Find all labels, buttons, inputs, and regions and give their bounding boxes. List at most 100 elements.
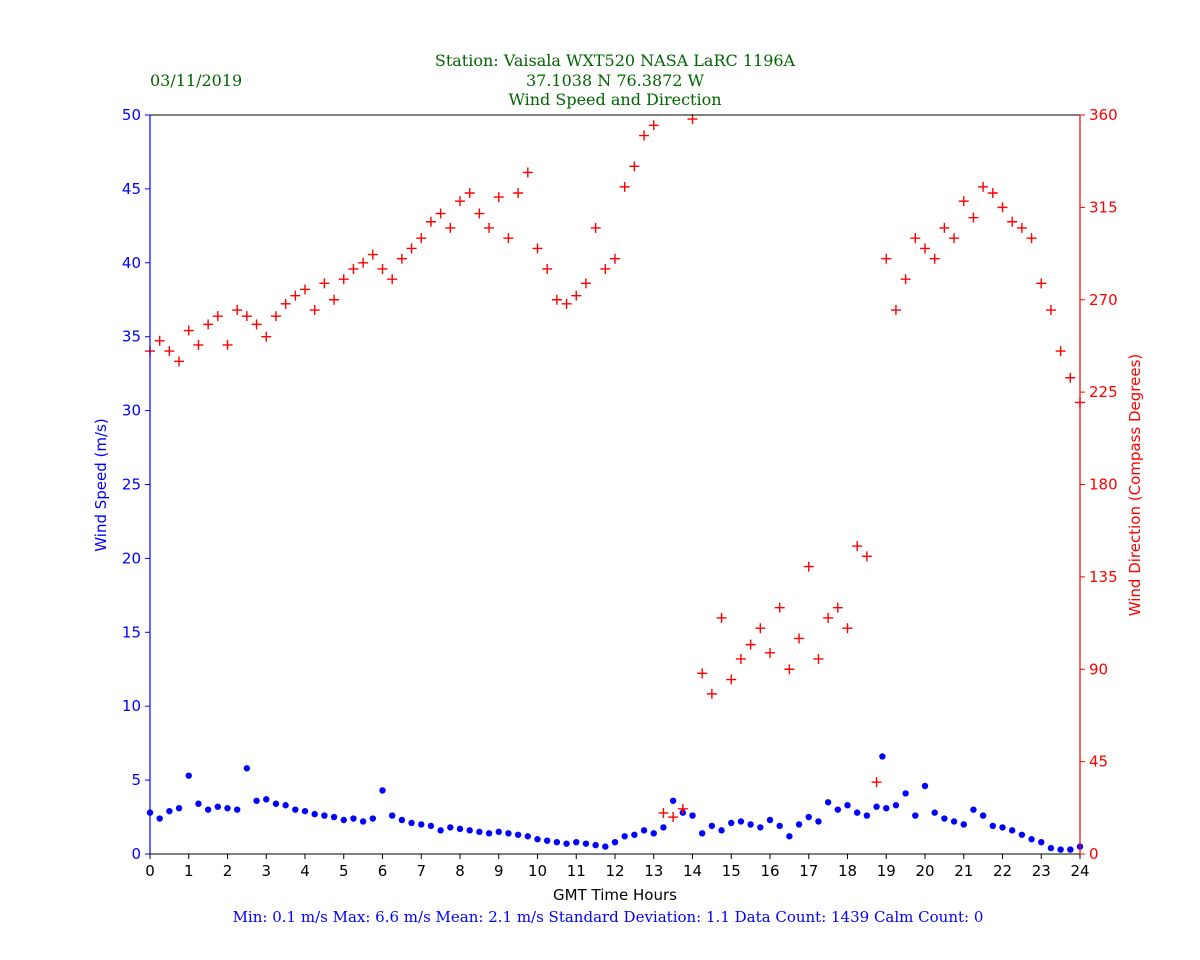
wind-speed-point (359, 818, 367, 825)
wind-direction-point (716, 612, 727, 623)
wind-direction-point (542, 263, 553, 274)
wind-direction-point (968, 212, 979, 223)
wind-direction-point (164, 346, 175, 357)
wind-direction-point (493, 192, 504, 203)
wind-speed-point (292, 806, 299, 813)
wind-speed-point (175, 804, 183, 812)
wind-direction-point (629, 161, 640, 172)
chart-date: 03/11/2019 (150, 71, 242, 90)
x-tick-label: 4 (300, 862, 310, 880)
wind-speed-point (224, 804, 231, 812)
wind-speed-point (418, 821, 425, 828)
wind-direction-point (929, 253, 940, 264)
wind-speed-point (272, 800, 280, 807)
wind-speed-point (698, 830, 706, 837)
x-tick-label: 21 (954, 862, 973, 880)
wind-direction-point (551, 294, 562, 305)
wind-direction-point (1055, 346, 1066, 357)
wind-speed-point (728, 819, 735, 827)
wind-direction-point (396, 253, 407, 264)
wind-speed-point (456, 825, 464, 833)
chart-title-station: Station: Vaisala WXT520 NASA LaRC 1196A (435, 51, 796, 70)
wind-speed-point (960, 821, 967, 828)
wind-direction-point (416, 233, 427, 244)
wind-speed-point (815, 818, 822, 825)
wind-direction-point (290, 290, 301, 301)
wind-speed-point (979, 812, 987, 819)
wind-speed-point (970, 806, 977, 813)
y-right-tick-label: 45 (1089, 753, 1108, 771)
wind-speed-point (311, 810, 318, 818)
y-left-tick-label: 5 (131, 771, 141, 789)
wind-speed-point (786, 833, 793, 840)
wind-speed-point (669, 797, 677, 804)
x-tick-label: 14 (683, 862, 702, 880)
wind-direction-point (183, 325, 194, 336)
wind-direction-point (726, 674, 737, 685)
wind-direction-point (910, 233, 921, 244)
wind-direction-point (639, 130, 650, 141)
wind-speed-point (892, 802, 900, 809)
wind-speed-point (863, 812, 871, 819)
wind-speed-point (1047, 844, 1055, 852)
wind-direction-point (648, 120, 659, 131)
wind-speed-point (1067, 846, 1074, 853)
wind-direction-point (949, 233, 960, 244)
wind-speed-point (999, 824, 1006, 831)
wind-direction-point (571, 290, 582, 301)
wind-direction-point (358, 257, 369, 268)
wind-direction-point (687, 114, 698, 125)
wind-speed-point (524, 833, 532, 840)
wind-direction-point (348, 263, 359, 274)
wind-direction-point (222, 339, 233, 350)
wind-direction-point (270, 311, 281, 322)
summary-statistics: Min: 0.1 m/s Max: 6.6 m/s Mean: 2.1 m/s … (233, 908, 984, 926)
y-right-tick-label: 315 (1089, 198, 1118, 216)
wind-speed-point (950, 818, 958, 825)
wind-speed-point (543, 837, 551, 844)
x-tick-label: 17 (799, 862, 818, 880)
wind-speed-point (379, 787, 386, 794)
wind-speed-point (514, 831, 522, 838)
wind-speed-point (805, 813, 812, 821)
wind-direction-point (590, 222, 601, 233)
wind-speed-point (592, 841, 599, 849)
wind-speed-point (611, 838, 619, 846)
wind-direction-point (832, 602, 843, 613)
wind-speed-point (737, 818, 745, 825)
y-right-tick-label: 270 (1089, 291, 1118, 309)
wind-direction-point (619, 181, 630, 192)
wind-direction-point (774, 602, 785, 613)
y-left-tick-label: 45 (122, 180, 141, 198)
wind-speed-point (156, 815, 163, 822)
wind-speed-point (1057, 846, 1064, 853)
wind-direction-point (387, 274, 398, 285)
wind-speed-point (883, 804, 890, 812)
wind-speed-point (330, 813, 338, 821)
y-right-tick-label: 360 (1089, 106, 1118, 124)
x-tick-label: 5 (339, 862, 349, 880)
wind-direction-point (697, 668, 708, 679)
wind-speed-point (195, 800, 202, 807)
chart-title-measure: Wind Speed and Direction (508, 90, 721, 109)
wind-speed-point (602, 843, 609, 850)
wind-speed-point (766, 816, 774, 824)
wind-speed-point (621, 833, 628, 840)
wind-direction-point (861, 551, 872, 562)
wind-speed-point (243, 765, 251, 772)
wind-speed-point (369, 815, 377, 822)
wind-speed-point (388, 812, 396, 819)
wind-speed-point (466, 827, 473, 834)
wind-direction-point (706, 688, 717, 699)
wind-direction-point (464, 188, 475, 199)
wind-speed-point (1028, 836, 1035, 843)
x-tick-label: 8 (455, 862, 465, 880)
wind-direction-point (852, 541, 863, 552)
chart-title-coordinates: 37.1038 N 76.3872 W (526, 71, 705, 90)
plot-frame (149, 114, 1081, 855)
wind-speed-point (1038, 838, 1045, 846)
x-tick-label: 10 (528, 862, 547, 880)
wind-direction-point (503, 233, 514, 244)
y-axis-left: 0 5 10 15 20 25 30 35 40 45 50 (122, 106, 150, 863)
wind-direction-point (755, 623, 766, 634)
